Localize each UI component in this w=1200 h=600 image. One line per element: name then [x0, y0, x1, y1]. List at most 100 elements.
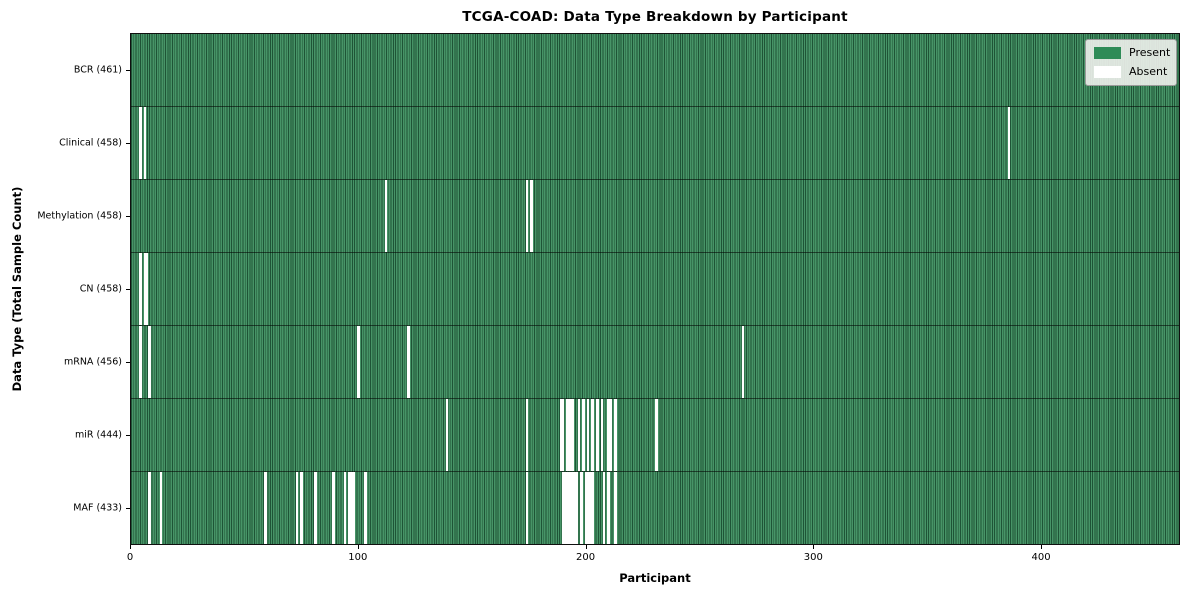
y-tick — [126, 215, 130, 217]
absent-mark — [530, 180, 533, 252]
absent-mark — [148, 472, 151, 544]
heatmap-row-mir — [131, 398, 1179, 471]
x-tick — [585, 545, 587, 549]
absent-mark — [159, 472, 163, 544]
absent-mark — [525, 472, 529, 544]
absent-mark — [525, 180, 529, 252]
absent-mark — [589, 472, 592, 544]
absent-mark — [300, 472, 303, 544]
absent-mark — [314, 472, 317, 544]
absent-mark — [602, 472, 606, 544]
absent-mark — [600, 399, 604, 471]
absent-mark — [580, 472, 583, 544]
absent-mark — [445, 399, 449, 471]
absent-mark — [596, 399, 599, 471]
y-tick — [126, 69, 130, 71]
legend-absent-label: Absent — [1129, 65, 1168, 78]
absent-mark — [582, 399, 585, 471]
absent-mark — [568, 472, 572, 544]
absent-mark — [561, 399, 565, 471]
absent-mark — [343, 472, 347, 544]
absent-mark — [573, 472, 576, 544]
absent-mark — [384, 180, 388, 252]
absent-swatch-icon — [1094, 65, 1121, 78]
legend-present-label: Present — [1129, 46, 1171, 59]
heatmap-row-cn — [131, 252, 1179, 325]
absent-mark — [348, 472, 351, 544]
absent-mark — [143, 107, 147, 179]
heatmap-row-bcr — [131, 34, 1179, 106]
y-tick-label-bcr: BCR (461) — [73, 64, 122, 76]
present-swatch-icon — [1094, 46, 1121, 59]
absent-mark — [148, 326, 151, 398]
absent-mark — [607, 472, 610, 544]
absent-mark — [741, 326, 745, 398]
absent-mark — [607, 399, 610, 471]
y-tick — [126, 508, 130, 510]
y-tick-label-mrna: mRNA (456) — [63, 356, 122, 368]
absent-mark — [584, 472, 588, 544]
absent-mark — [571, 399, 574, 471]
y-axis-label: Data Type (Total Sample Count) — [10, 186, 24, 392]
y-tick-label-mir: miR (444) — [74, 429, 122, 441]
absent-mark — [561, 472, 565, 544]
absent-mark — [564, 472, 567, 544]
absent-mark — [586, 399, 590, 471]
absent-mark — [609, 399, 613, 471]
absent-mark — [352, 472, 356, 544]
absent-mark — [145, 253, 149, 325]
x-tick-label-200: 200 — [575, 552, 596, 563]
legend: Present Absent — [1085, 39, 1177, 86]
absent-mark — [575, 472, 579, 544]
absent-mark — [591, 399, 594, 471]
x-axis-label: Participant — [619, 571, 691, 585]
absent-mark — [614, 399, 617, 471]
absent-mark — [591, 472, 594, 544]
y-tick-label-methylation: Methylation (458) — [37, 210, 122, 222]
absent-mark — [566, 472, 569, 544]
absent-mark — [364, 472, 367, 544]
absent-mark — [350, 472, 353, 544]
x-tick-label-0: 0 — [126, 552, 134, 563]
absent-mark — [139, 253, 142, 325]
absent-mark — [357, 326, 360, 398]
absent-mark — [559, 399, 563, 471]
y-tick — [126, 362, 130, 364]
x-tick-label-400: 400 — [1031, 552, 1051, 563]
absent-mark — [143, 253, 147, 325]
absent-mark — [566, 399, 569, 471]
y-tick — [126, 142, 130, 144]
x-tick — [357, 545, 359, 549]
absent-mark — [332, 472, 335, 544]
absent-mark — [264, 472, 267, 544]
heatmap-row-clinical — [131, 106, 1179, 179]
legend-entry-absent: Absent — [1094, 65, 1168, 78]
x-tick — [813, 545, 815, 549]
absent-mark — [577, 399, 581, 471]
y-tick-label-clinical: Clinical (458) — [59, 137, 122, 149]
heatmap-row-maf — [131, 471, 1179, 544]
chart-title: TCGA-COAD: Data Type Breakdown by Partic… — [462, 9, 848, 25]
y-tick-label-cn: CN (458) — [79, 283, 122, 295]
absent-mark — [525, 399, 529, 471]
x-tick — [1041, 545, 1043, 549]
heatmap-row-mrna — [131, 325, 1179, 398]
absent-mark — [571, 472, 574, 544]
y-tick-label-maf: MAF (433) — [73, 502, 122, 514]
absent-mark — [655, 399, 658, 471]
absent-mark — [139, 326, 142, 398]
x-tick-label-300: 300 — [803, 552, 823, 563]
absent-mark — [568, 399, 572, 471]
y-tick — [126, 435, 130, 437]
absent-mark — [614, 472, 617, 544]
absent-mark — [295, 472, 299, 544]
absent-mark — [139, 107, 142, 179]
y-tick — [126, 289, 130, 290]
absent-mark — [586, 472, 590, 544]
x-tick — [130, 545, 131, 549]
plot-area — [130, 33, 1180, 545]
absent-mark — [1007, 107, 1010, 179]
absent-mark — [407, 326, 410, 398]
heatmap-row-methylation — [131, 179, 1179, 252]
